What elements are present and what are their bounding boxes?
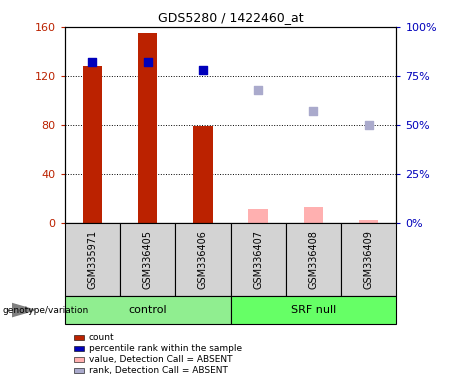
Point xyxy=(89,59,96,65)
Point xyxy=(310,108,317,114)
Point xyxy=(365,122,372,128)
Text: GSM336405: GSM336405 xyxy=(142,230,153,289)
Text: SRF null: SRF null xyxy=(291,305,336,315)
Text: GSM336406: GSM336406 xyxy=(198,230,208,289)
Bar xyxy=(138,33,157,223)
Bar xyxy=(83,66,102,223)
Text: GSM336407: GSM336407 xyxy=(253,230,263,289)
Title: GDS5280 / 1422460_at: GDS5280 / 1422460_at xyxy=(158,11,303,24)
Polygon shape xyxy=(12,303,35,317)
Bar xyxy=(120,223,175,296)
Bar xyxy=(65,296,230,324)
Text: percentile rank within the sample: percentile rank within the sample xyxy=(89,344,242,353)
Text: GSM335971: GSM335971 xyxy=(87,230,97,289)
Bar xyxy=(341,223,396,296)
Bar xyxy=(304,207,323,223)
Text: GSM336409: GSM336409 xyxy=(364,230,374,289)
Bar xyxy=(193,126,213,223)
Text: control: control xyxy=(128,305,167,315)
Text: rank, Detection Call = ABSENT: rank, Detection Call = ABSENT xyxy=(89,366,227,375)
Point xyxy=(144,59,151,65)
Bar xyxy=(359,220,378,223)
Bar xyxy=(65,223,120,296)
Text: GSM336408: GSM336408 xyxy=(308,230,319,289)
Bar xyxy=(230,223,286,296)
Point xyxy=(254,86,262,93)
Bar xyxy=(230,296,396,324)
Bar xyxy=(175,223,230,296)
Point xyxy=(199,67,207,73)
Bar xyxy=(248,209,268,223)
Text: count: count xyxy=(89,333,114,343)
Text: genotype/variation: genotype/variation xyxy=(2,306,89,314)
Bar xyxy=(286,223,341,296)
Text: value, Detection Call = ABSENT: value, Detection Call = ABSENT xyxy=(89,355,232,364)
